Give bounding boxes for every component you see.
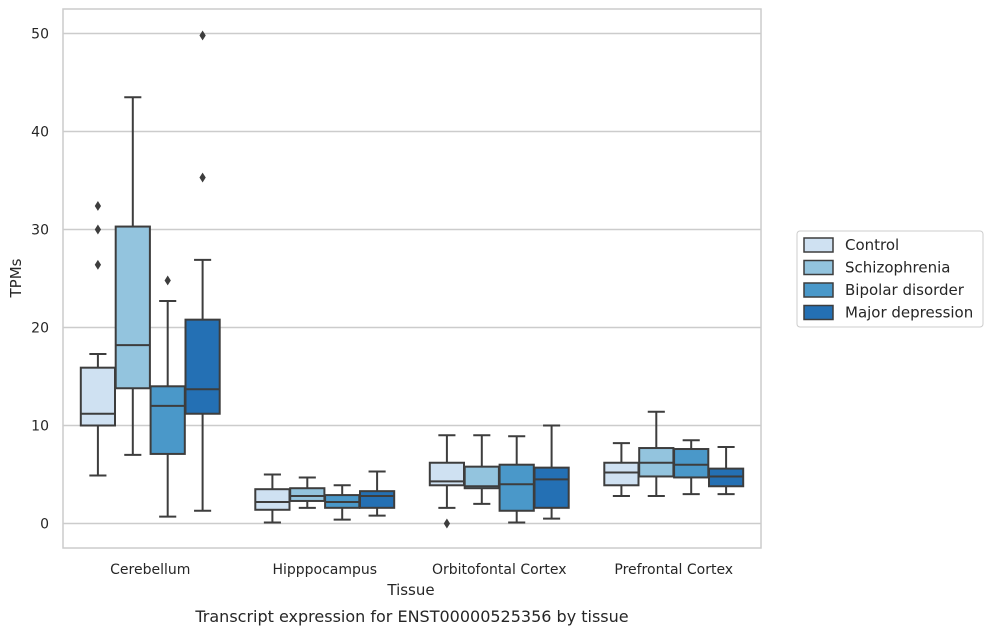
outlier-point bbox=[199, 30, 206, 41]
boxes bbox=[79, 30, 745, 529]
box-major-depression-1 bbox=[358, 470, 396, 517]
legend-swatch bbox=[803, 259, 834, 276]
outlier-point bbox=[443, 518, 451, 529]
x-axis-title: Tissue bbox=[386, 581, 434, 599]
box-major-depression-3 bbox=[707, 446, 745, 496]
x-tick-label: Cerebellum bbox=[110, 562, 190, 578]
legend-swatch bbox=[803, 304, 834, 321]
box-schizophrenia-0 bbox=[114, 96, 151, 456]
y-tick-label: 50 bbox=[31, 27, 49, 43]
x-tick-label: Prefrontal Cortex bbox=[614, 562, 733, 578]
box-iqr bbox=[358, 490, 396, 509]
x-tick-label: Orbitofontal Cortex bbox=[432, 562, 567, 578]
legend-label: Major depression bbox=[845, 304, 973, 322]
box-control-0 bbox=[79, 201, 117, 477]
box-iqr bbox=[149, 385, 186, 455]
y-tick-label: 30 bbox=[31, 223, 49, 239]
outlier-point bbox=[94, 201, 102, 211]
plot-frame bbox=[62, 8, 762, 549]
box-bipolar-disorder-1 bbox=[324, 484, 361, 521]
box-iqr bbox=[463, 465, 500, 490]
x-tick-labels: Cerebellum Hipppocampus Orbitofontal Corte… bbox=[110, 562, 733, 578]
box-schizophrenia-3 bbox=[638, 410, 675, 498]
box-control-3 bbox=[603, 442, 640, 498]
legend-label: Control bbox=[845, 236, 899, 254]
box-iqr bbox=[289, 487, 326, 502]
legend-label: Bipolar disorder bbox=[845, 281, 965, 299]
outlier-point bbox=[164, 275, 171, 286]
y-tick-labels: 0 10 20 30 40 50 bbox=[31, 27, 49, 533]
box-schizophrenia-1 bbox=[289, 476, 326, 509]
chart-caption: Transcript expression for ENST0000052535… bbox=[194, 607, 628, 626]
y-tick-label: 0 bbox=[40, 517, 49, 533]
box-iqr bbox=[533, 466, 570, 509]
box-iqr bbox=[498, 463, 535, 512]
y-tick-label: 10 bbox=[31, 419, 49, 435]
legend: Control Schizophrenia Bipolar disorder Majo… bbox=[796, 230, 984, 328]
y-tick-label: 40 bbox=[31, 125, 49, 141]
box-iqr bbox=[673, 448, 710, 479]
box-major-depression-2 bbox=[533, 424, 570, 520]
box-control-2 bbox=[428, 434, 466, 529]
box-iqr bbox=[79, 366, 117, 427]
y-axis-title: TPMs bbox=[7, 258, 25, 298]
box-major-depression-0 bbox=[184, 30, 221, 512]
legend-frame bbox=[796, 230, 984, 328]
box-bipolar-disorder-0 bbox=[149, 275, 186, 518]
box-iqr bbox=[114, 225, 151, 390]
legend-swatch bbox=[803, 282, 834, 298]
outlier-point bbox=[94, 224, 102, 235]
outlier-point bbox=[94, 259, 102, 270]
box-iqr bbox=[254, 488, 291, 511]
box-iqr bbox=[603, 461, 640, 487]
box-schizophrenia-2 bbox=[463, 434, 500, 505]
legend-swatch bbox=[803, 237, 834, 253]
box-bipolar-disorder-2 bbox=[498, 435, 535, 524]
outlier-point bbox=[199, 172, 206, 183]
box-iqr bbox=[184, 318, 221, 415]
box-bipolar-disorder-3 bbox=[673, 439, 710, 496]
x-tick-label: Hipppocampus bbox=[272, 562, 377, 578]
legend-label: Schizophrenia bbox=[845, 259, 950, 277]
y-tick-label: 20 bbox=[31, 321, 49, 337]
box-control-1 bbox=[254, 473, 291, 524]
